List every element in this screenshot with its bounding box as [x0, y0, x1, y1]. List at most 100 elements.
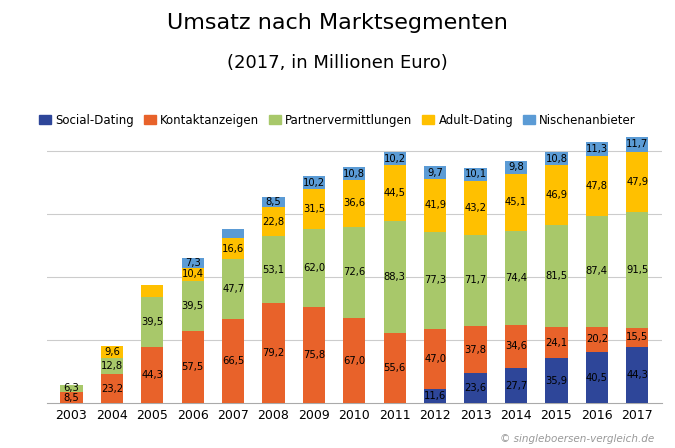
Text: 88,3: 88,3 — [384, 272, 406, 282]
Text: 39,5: 39,5 — [182, 301, 204, 310]
Text: 11,6: 11,6 — [424, 391, 446, 401]
Text: 24,1: 24,1 — [545, 338, 568, 348]
Text: 46,9: 46,9 — [545, 190, 568, 200]
Bar — [505, 161, 527, 174]
Bar — [141, 297, 163, 347]
Bar — [344, 167, 365, 181]
Bar — [383, 152, 406, 165]
Text: 23,6: 23,6 — [464, 383, 487, 393]
Text: 75,8: 75,8 — [303, 350, 325, 360]
Text: 7,3: 7,3 — [185, 258, 200, 268]
Bar — [101, 345, 123, 358]
Text: 6,3: 6,3 — [63, 383, 80, 393]
Text: 44,5: 44,5 — [384, 188, 406, 198]
Text: 11,3: 11,3 — [586, 144, 608, 154]
Legend: Social-Dating, Kontaktanzeigen, Partnervermittlungen, Adult-Dating, Nischenanbie: Social-Dating, Kontaktanzeigen, Partnerv… — [34, 109, 641, 131]
Text: 22,8: 22,8 — [263, 217, 285, 227]
Text: 10,8: 10,8 — [545, 154, 568, 164]
Text: 77,3: 77,3 — [424, 276, 446, 285]
Text: 31,5: 31,5 — [303, 204, 325, 214]
Bar — [505, 231, 527, 324]
Text: (2017, in Millionen Euro): (2017, in Millionen Euro) — [227, 54, 448, 72]
Text: 45,1: 45,1 — [505, 197, 527, 207]
Text: 87,4: 87,4 — [586, 267, 608, 276]
Text: 91,5: 91,5 — [626, 265, 649, 275]
Text: 36,6: 36,6 — [344, 198, 365, 208]
Text: 57,5: 57,5 — [182, 362, 204, 372]
Text: 16,6: 16,6 — [222, 244, 244, 254]
Bar — [464, 235, 487, 326]
Bar — [383, 332, 406, 403]
Bar — [505, 174, 527, 231]
Bar — [263, 303, 285, 403]
Text: 47,0: 47,0 — [424, 354, 446, 364]
Bar — [222, 229, 244, 238]
Bar — [383, 221, 406, 332]
Text: 9,8: 9,8 — [508, 163, 524, 172]
Bar — [263, 207, 285, 236]
Bar — [222, 319, 244, 403]
Bar — [424, 388, 446, 403]
Text: © singleboersen-vergleich.de: © singleboersen-vergleich.de — [500, 434, 655, 444]
Text: 47,9: 47,9 — [626, 177, 648, 187]
Text: 41,9: 41,9 — [424, 200, 446, 210]
Bar — [101, 374, 123, 403]
Bar — [424, 232, 446, 329]
Bar — [222, 259, 244, 319]
Text: 20,2: 20,2 — [586, 334, 608, 345]
Text: 47,8: 47,8 — [586, 181, 608, 191]
Bar — [344, 227, 365, 318]
Bar — [586, 216, 608, 327]
Bar — [344, 318, 365, 403]
Bar — [424, 167, 446, 179]
Bar — [464, 181, 487, 235]
Bar — [101, 358, 123, 374]
Bar — [383, 165, 406, 221]
Text: 40,5: 40,5 — [586, 373, 608, 383]
Bar — [505, 368, 527, 403]
Text: 10,1: 10,1 — [464, 169, 487, 179]
Bar — [626, 137, 649, 152]
Text: 53,1: 53,1 — [263, 265, 285, 275]
Text: 34,6: 34,6 — [505, 341, 527, 351]
Bar — [424, 179, 446, 232]
Text: 43,2: 43,2 — [464, 203, 487, 213]
Bar — [545, 165, 568, 224]
Bar — [344, 181, 365, 227]
Text: 9,7: 9,7 — [427, 168, 443, 177]
Bar — [60, 392, 82, 403]
Text: 8,5: 8,5 — [63, 393, 80, 403]
Text: 9,6: 9,6 — [104, 347, 120, 357]
Text: 10,2: 10,2 — [383, 154, 406, 164]
Bar — [141, 285, 163, 297]
Text: 39,5: 39,5 — [141, 317, 163, 327]
Text: 37,8: 37,8 — [464, 345, 487, 354]
Bar — [586, 156, 608, 216]
Bar — [545, 224, 568, 327]
Bar — [182, 281, 204, 331]
Bar — [464, 373, 487, 403]
Text: 47,7: 47,7 — [222, 284, 244, 294]
Bar — [141, 347, 163, 403]
Text: 10,4: 10,4 — [182, 269, 204, 279]
Bar — [586, 142, 608, 156]
Bar — [303, 176, 325, 189]
Text: Umsatz nach Marktsegmenten: Umsatz nach Marktsegmenten — [167, 13, 508, 34]
Bar — [464, 326, 487, 373]
Bar — [424, 329, 446, 388]
Text: 72,6: 72,6 — [344, 267, 365, 277]
Bar — [626, 212, 649, 327]
Bar — [60, 384, 82, 392]
Bar — [464, 168, 487, 181]
Bar — [545, 152, 568, 165]
Text: 79,2: 79,2 — [263, 348, 285, 358]
Text: 71,7: 71,7 — [464, 276, 487, 285]
Text: 74,4: 74,4 — [505, 272, 527, 283]
Bar — [303, 229, 325, 307]
Text: 67,0: 67,0 — [344, 356, 365, 366]
Text: 44,3: 44,3 — [626, 370, 648, 380]
Bar — [586, 352, 608, 403]
Bar — [263, 236, 285, 303]
Bar — [626, 347, 649, 403]
Bar — [222, 238, 244, 259]
